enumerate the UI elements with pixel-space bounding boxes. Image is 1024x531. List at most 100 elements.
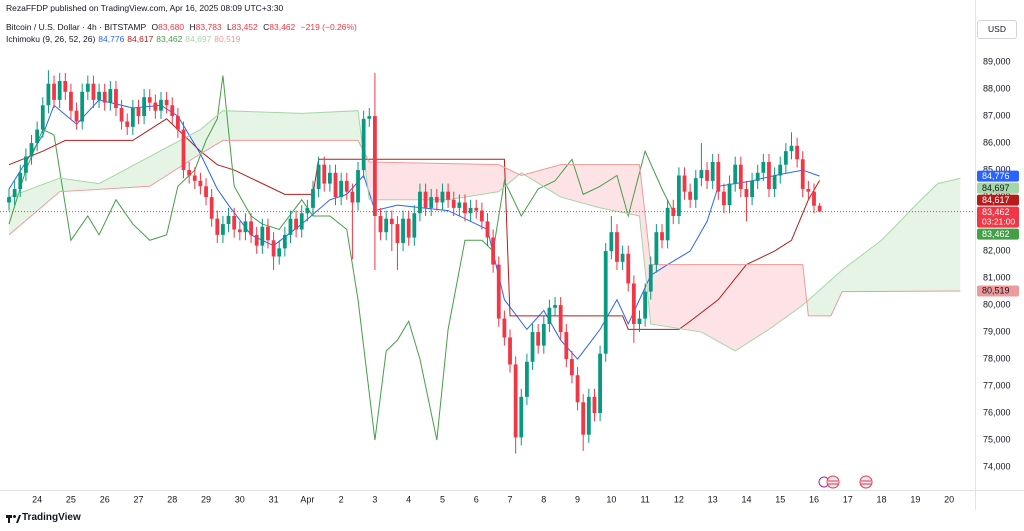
candle-body	[761, 161, 766, 173]
candle-body	[558, 305, 563, 333]
x-tick-label: 9	[575, 494, 580, 504]
y-tick-label: 88,000	[983, 83, 1011, 93]
candle-body	[744, 188, 749, 198]
candle-body	[108, 89, 113, 103]
candle-body	[581, 402, 586, 435]
candle-body	[57, 80, 62, 100]
price-badge-label: 83,462	[982, 229, 1010, 239]
cloud-fill	[9, 110, 961, 316]
candle-body	[586, 396, 591, 435]
x-tick-label: 17	[843, 494, 853, 504]
candle-body	[175, 116, 180, 130]
candle-body	[395, 224, 400, 243]
candle-body	[12, 188, 17, 198]
candle-body	[266, 226, 270, 241]
candle-body	[350, 191, 355, 203]
candle-body	[699, 170, 704, 179]
candle-body	[519, 396, 524, 438]
candle-body	[237, 229, 242, 233]
candle-body	[85, 83, 90, 92]
symbol-title: Bitcoin / U.S. Dollar · 4h · BITSTAMP	[6, 22, 147, 32]
y-tick-label: 76,000	[983, 407, 1011, 417]
candle-body	[153, 102, 158, 111]
candle-body	[204, 186, 208, 198]
candle-body	[299, 213, 304, 230]
ohlc-value: 83,452	[231, 22, 258, 32]
x-tick-label: 6	[474, 494, 479, 504]
candle-body	[119, 107, 124, 122]
footer-brand: TradingView	[22, 512, 81, 523]
candle-body	[97, 91, 101, 100]
candle-body	[282, 234, 287, 249]
ohlc-key: C	[263, 22, 270, 32]
candle-body	[682, 175, 687, 192]
candle-body	[243, 221, 248, 233]
candle-body	[570, 359, 574, 376]
candle-body	[812, 191, 816, 206]
event-icons	[818, 475, 873, 489]
y-tick-label: 77,000	[983, 380, 1011, 390]
candle-body	[688, 191, 693, 200]
ichimoku-line	[8, 110, 961, 352]
candle-body	[474, 207, 479, 211]
candle-body	[209, 197, 214, 219]
price-badge-label: 80,519	[982, 286, 1010, 296]
y-tick-label: 87,000	[983, 110, 1011, 120]
candle-body	[479, 210, 484, 222]
candle-body	[80, 91, 85, 122]
candle-body	[772, 175, 777, 189]
candle-body	[727, 183, 732, 206]
indicator-value: 84,617	[127, 34, 154, 44]
change: −219 (−0.26%)	[300, 22, 357, 32]
currency-button[interactable]: USD	[977, 20, 1017, 39]
x-tick-label: 28	[167, 494, 177, 504]
indicator-value: 84,697	[185, 34, 212, 44]
ohlc-value: 83,783	[195, 22, 222, 32]
price-badge	[977, 206, 1019, 228]
candle-body	[311, 188, 315, 208]
candle-body	[401, 218, 405, 243]
x-tick-label: 13	[708, 494, 718, 504]
y-tick-label: 85,000	[983, 164, 1011, 174]
x-tick-label: 15	[775, 494, 785, 504]
candle-body	[676, 175, 681, 216]
candle-body	[327, 172, 332, 184]
candle-body	[40, 105, 45, 130]
candle-body	[198, 180, 203, 187]
candle-body	[654, 232, 659, 265]
y-tick-label: 82,000	[983, 245, 1011, 255]
x-tick-label: 27	[133, 494, 143, 504]
x-tick-label: 19	[910, 494, 920, 504]
x-tick-label: 29	[201, 494, 211, 504]
candle-body	[705, 170, 709, 181]
candle-body	[35, 129, 40, 144]
indicator-value: 83,462	[156, 34, 183, 44]
candle-body	[192, 175, 197, 181]
candle-body	[457, 202, 462, 208]
x-tick-label: 2	[339, 494, 344, 504]
candle-body	[541, 323, 546, 346]
candle-body	[496, 264, 501, 319]
candle-body	[800, 159, 805, 189]
candle-body	[716, 161, 721, 192]
candle-body	[232, 215, 237, 230]
candle-body	[660, 232, 664, 241]
candle-body	[215, 218, 220, 235]
candle-body	[491, 237, 496, 265]
candle-body	[18, 172, 23, 189]
candle-body	[502, 318, 507, 338]
x-tick-label: 26	[100, 494, 110, 504]
candle-body	[631, 283, 636, 324]
candle-body	[738, 164, 743, 189]
candle-body	[795, 145, 800, 160]
candle-body	[316, 164, 321, 189]
candle-body	[221, 224, 225, 235]
x-tick-label: 7	[508, 494, 513, 504]
price-badge	[977, 285, 1019, 297]
candle-body	[429, 197, 434, 208]
candle-body	[187, 170, 192, 176]
logo-part	[13, 515, 16, 518]
candle-body	[164, 99, 169, 106]
candle-body	[170, 105, 175, 117]
candle-body	[74, 110, 79, 122]
